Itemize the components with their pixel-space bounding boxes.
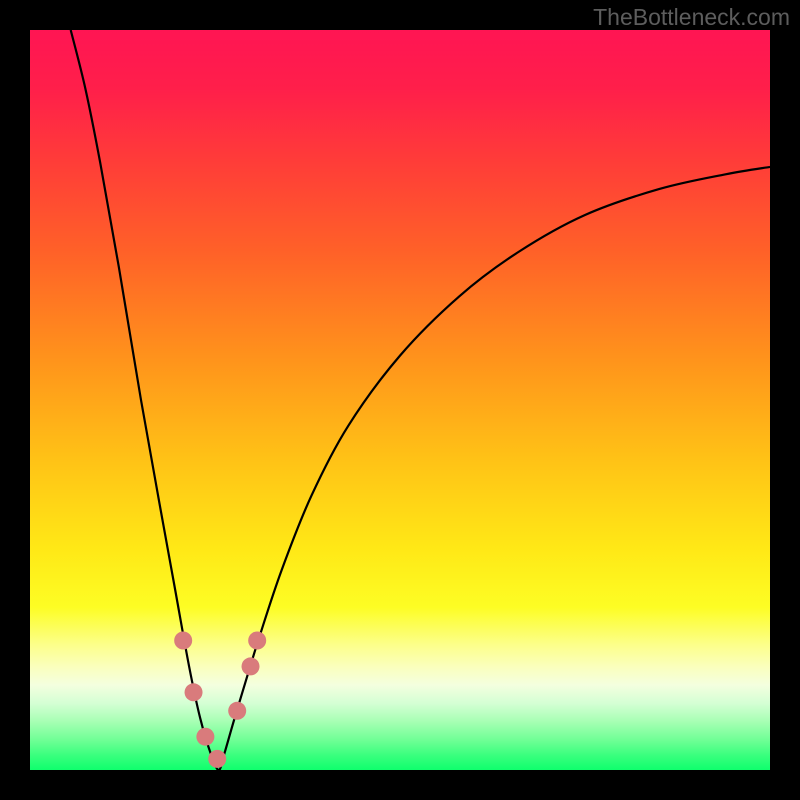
watermark-label: TheBottleneck.com	[593, 4, 790, 31]
data-marker	[248, 632, 266, 650]
plot-area	[30, 30, 770, 770]
data-marker	[174, 632, 192, 650]
data-marker	[242, 657, 260, 675]
data-marker	[196, 728, 214, 746]
data-marker	[208, 750, 226, 768]
chart-container: TheBottleneck.com	[0, 0, 800, 800]
data-marker	[228, 702, 246, 720]
data-marker	[185, 683, 203, 701]
bottleneck-curve-chart	[30, 30, 770, 770]
